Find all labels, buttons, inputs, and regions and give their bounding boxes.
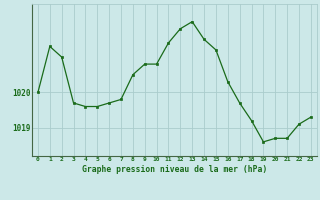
X-axis label: Graphe pression niveau de la mer (hPa): Graphe pression niveau de la mer (hPa)	[82, 165, 267, 174]
